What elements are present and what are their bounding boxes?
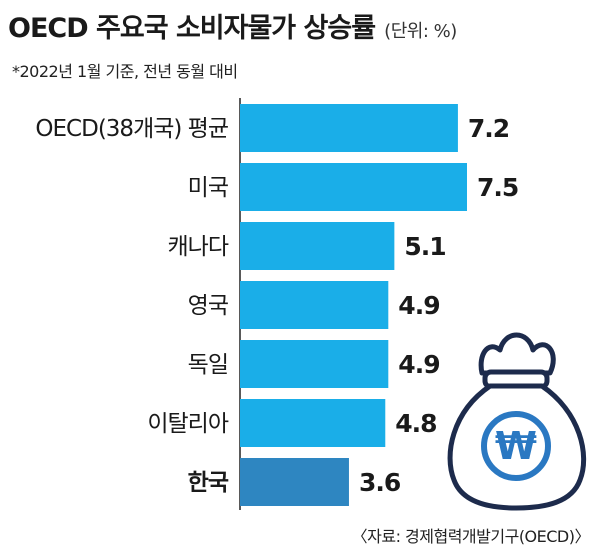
unit-label: (단위: %) [384,21,457,42]
bar [240,281,389,329]
value-label: 4.9 [398,350,439,379]
category-label: 한국 [188,470,229,496]
category-label: 독일 [188,352,228,378]
won-symbol: ₩ [495,424,537,468]
bar [240,163,467,211]
chart-subtitle: *2022년 1월 기준, 전년 동월 대비 [12,62,238,81]
category-label: 영국 [188,293,228,319]
chart-title: OECD 주요국 소비자물가 상승률 (단위: %) [8,6,457,45]
bar [240,222,395,270]
bar [240,458,349,506]
category-label: 캐나다 [168,234,229,260]
category-label: 이탈리아 [147,411,228,437]
category-label: 미국 [188,175,228,201]
value-label: 4.9 [398,291,439,320]
bar [240,340,389,388]
money-bag-icon [447,332,587,511]
value-label: 7.2 [468,114,509,143]
source-note: 〈자료: 경제협력개발기구(OECD)〉 [351,527,591,546]
value-label: 5.1 [404,232,445,261]
bar [240,399,386,447]
bar [240,104,458,152]
won-emblem-ring [481,411,551,481]
chart-title-text: OECD 주요국 소비자물가 상승률 [8,13,376,44]
value-label: 7.5 [477,173,518,202]
value-label: 3.6 [359,468,401,497]
value-label: 4.8 [395,409,436,438]
category-label: OECD(38개국) 평균 [35,116,228,142]
